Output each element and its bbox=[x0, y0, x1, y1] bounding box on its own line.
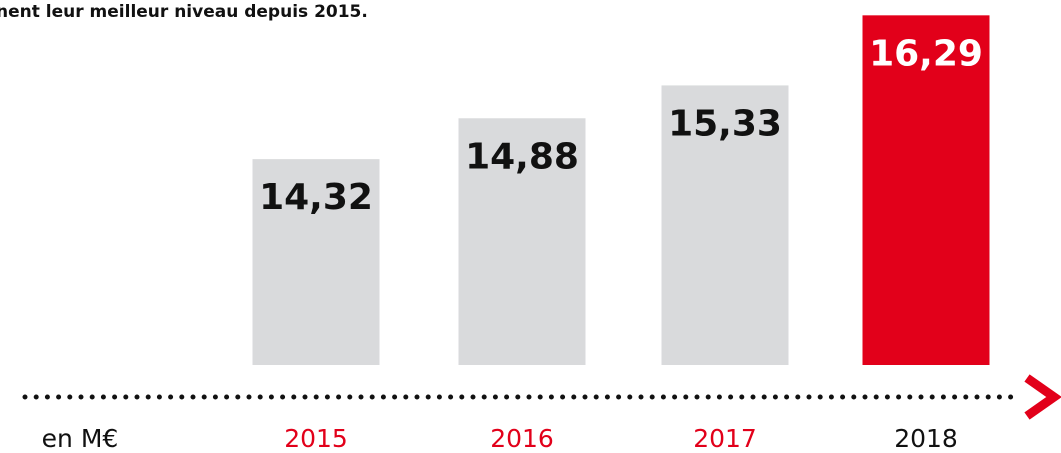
value-label: 16,29 bbox=[869, 33, 983, 74]
value-label: 14,88 bbox=[465, 136, 579, 177]
x-tick-label: 2016 bbox=[490, 424, 554, 453]
unit-label: en M€ bbox=[42, 424, 119, 453]
bar bbox=[252, 159, 380, 365]
value-label: 14,32 bbox=[259, 177, 373, 218]
bar bbox=[458, 118, 586, 365]
x-tick-label: 2018 bbox=[894, 424, 958, 453]
value-label: 15,33 bbox=[668, 103, 782, 144]
x-tick-label: 2017 bbox=[693, 424, 757, 453]
x-tick-label: 2015 bbox=[284, 424, 348, 453]
bar bbox=[661, 85, 789, 365]
chart-title: nent leur meilleur niveau depuis 2015. bbox=[0, 2, 368, 22]
bar bbox=[862, 15, 990, 366]
timeline-arrow bbox=[1024, 374, 1061, 420]
